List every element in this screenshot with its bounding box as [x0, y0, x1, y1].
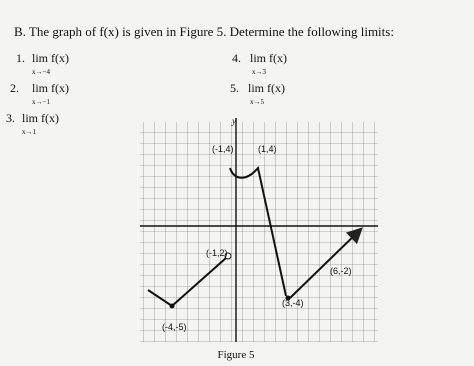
problem-approach: x→−4 [32, 68, 50, 76]
figure-caption: Figure 5 [218, 349, 255, 361]
problem: 5. lim f(x) x→5 [230, 81, 285, 106]
problem-expr: lim f(x) [250, 51, 287, 65]
open-point [224, 252, 232, 260]
point-label: (-4,-5) [162, 322, 187, 332]
curve [289, 227, 363, 299]
problem-approach: x→5 [250, 98, 265, 106]
problem-number: 3. [6, 111, 15, 125]
axis-label: y [231, 116, 236, 126]
problem-number: 1. [16, 51, 25, 65]
problem-expr: lim f(x) [32, 81, 69, 95]
point-label: (3,-4) [282, 298, 304, 308]
problem-number: 5. [230, 81, 239, 95]
problem-approach: x→3 [252, 68, 267, 76]
problem-number: 4. [232, 51, 241, 65]
header: B. The graph of f(x) is given in Figure … [14, 24, 394, 39]
problem: 4. lim f(x) x→3 [232, 51, 287, 76]
point [285, 295, 291, 301]
problem: 3. lim f(x) x→1 [6, 111, 59, 136]
problem-approach: x→−1 [32, 98, 50, 106]
point-label: (-1,4) [212, 144, 234, 154]
curve [229, 165, 287, 297]
problem-number: 2. [10, 81, 19, 95]
grid [140, 122, 378, 342]
point-label: (-1,2) [206, 248, 228, 258]
point-label: (1,4) [258, 144, 277, 154]
problem-expr: lim f(x) [248, 81, 285, 95]
point-label: (6,-2) [330, 266, 352, 276]
problem-expr: lim f(x) [22, 111, 59, 125]
problem: 2. lim f(x) x→−1 [10, 81, 69, 106]
problem: 1. lim f(x) x→−4 [16, 51, 69, 76]
problem-approach: x→1 [22, 128, 37, 136]
problem-expr: lim f(x) [32, 51, 69, 65]
point [169, 303, 175, 309]
